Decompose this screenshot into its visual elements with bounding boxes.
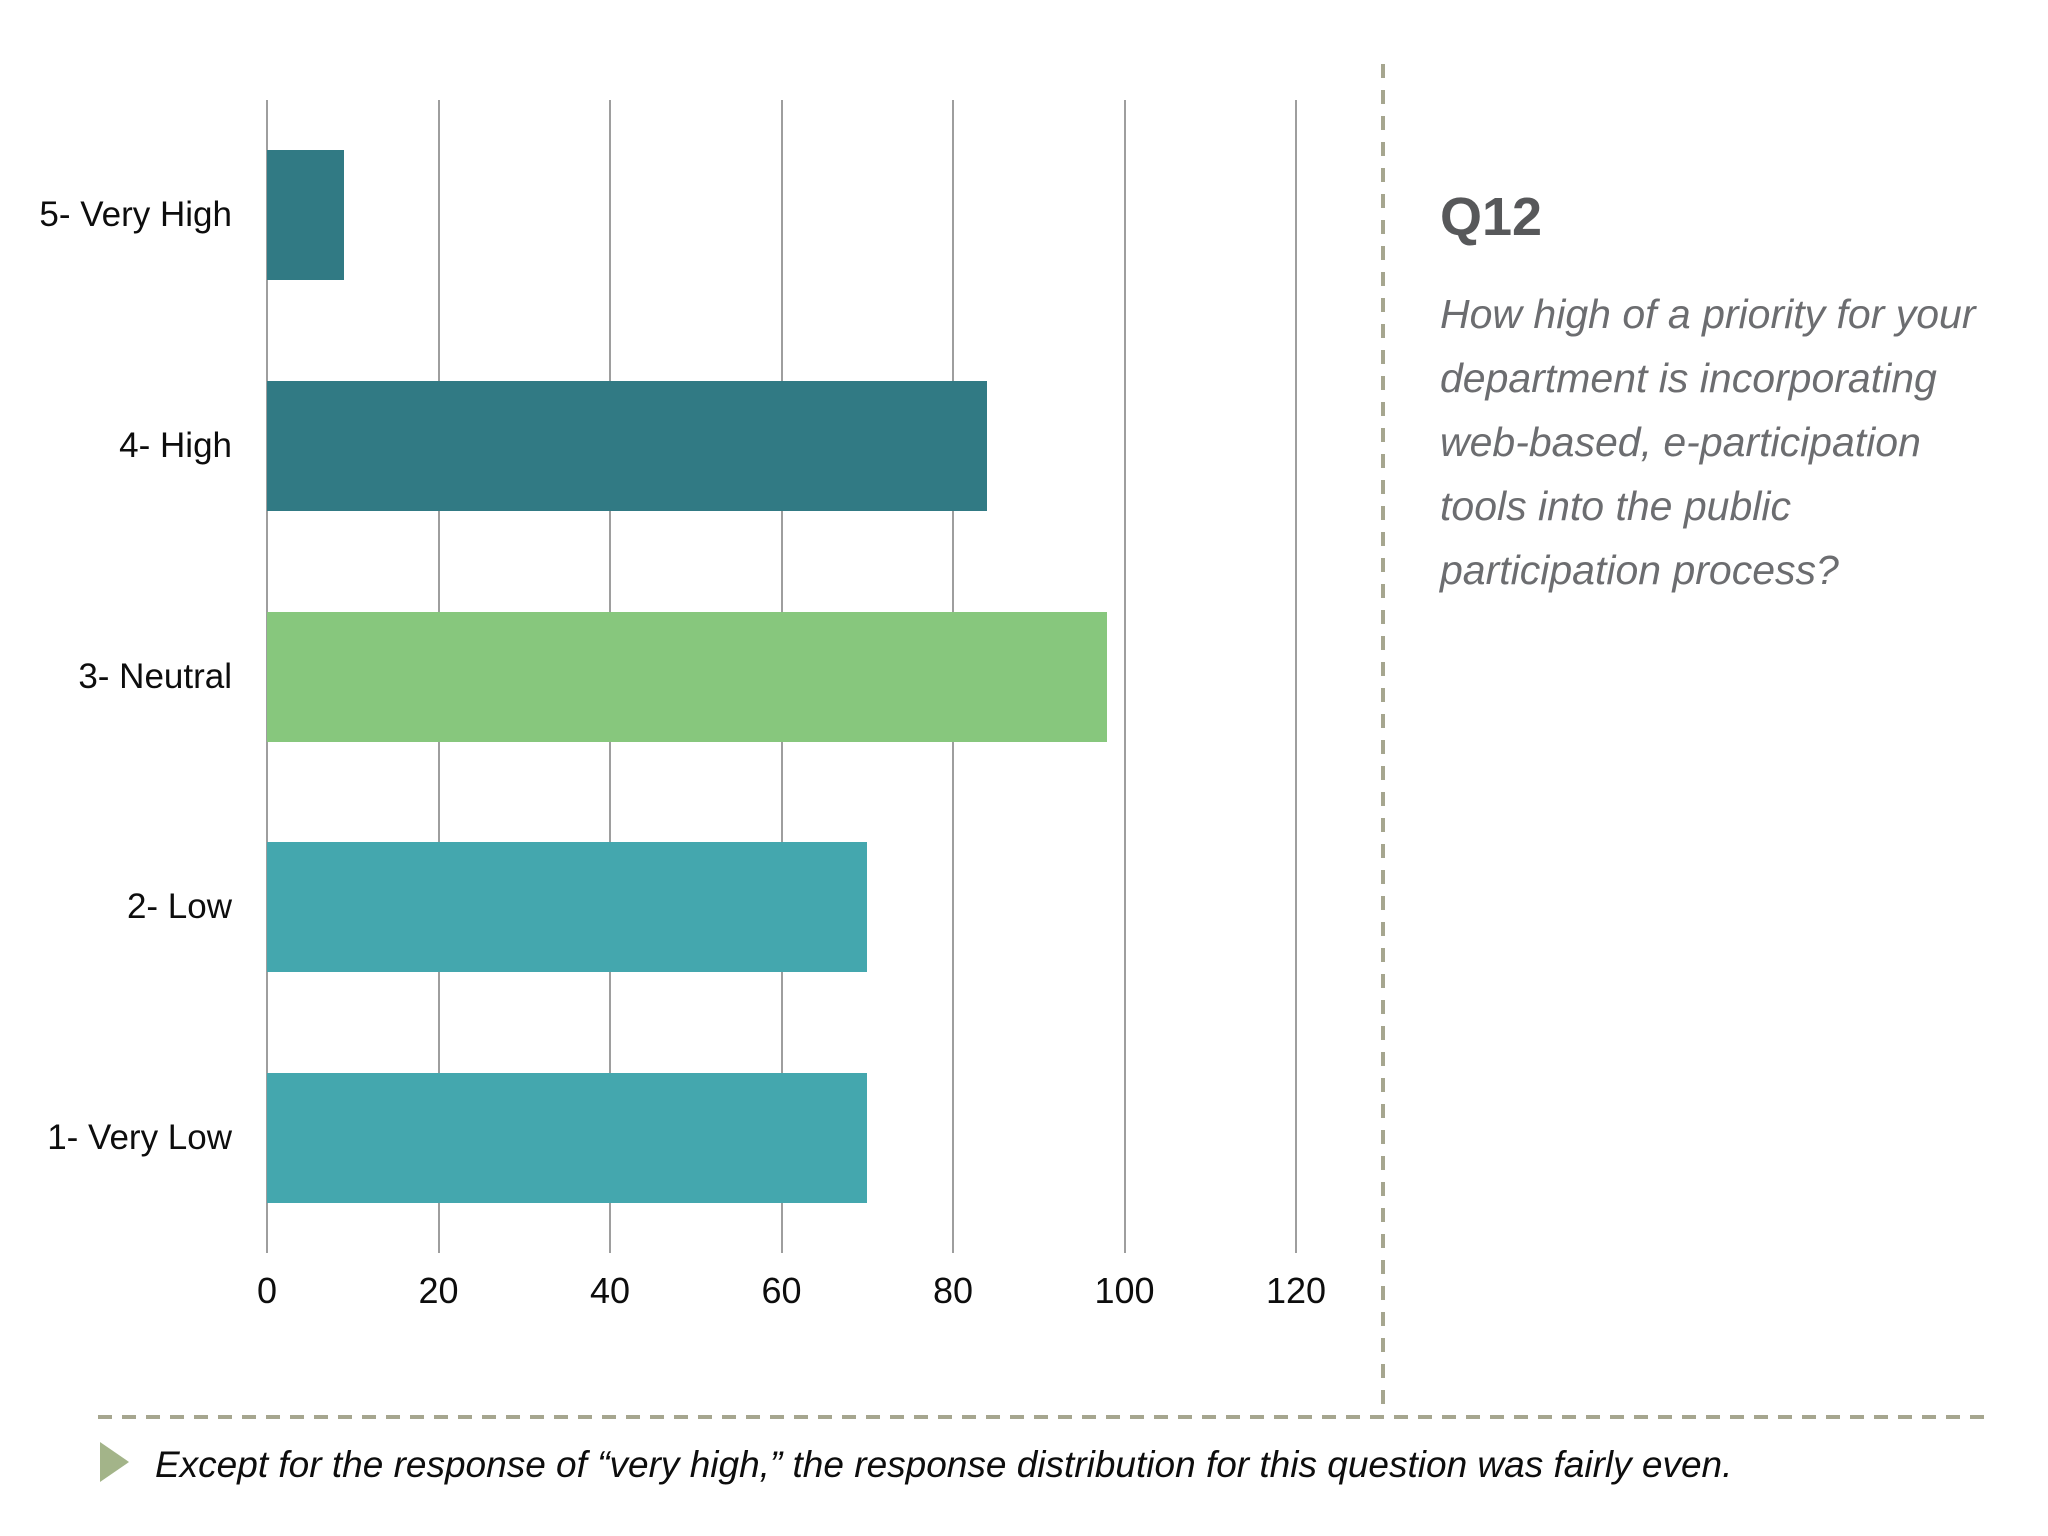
x-tick-label: 40 (589, 1270, 631, 1311)
chart-bar (267, 611, 1108, 742)
gridline (1123, 100, 1126, 1253)
x-tick-label: 20 (418, 1270, 459, 1311)
category-label: 3- Neutral (78, 656, 232, 696)
horizontal-dashed-separator (98, 1415, 1988, 1419)
category-axis: 5- Very High 4- High 3- Neutral 2- Low 1- Ve… (39, 100, 250, 1253)
category-label: 4- High (119, 425, 232, 465)
footnote-text: Except for the response of “very high,” … (155, 1444, 1733, 1485)
chart-bar (267, 1072, 868, 1203)
x-tick-label: 120 (1265, 1270, 1327, 1311)
x-axis: 0 20 40 60 80 100 120 (257, 1270, 1326, 1320)
category-label: 2- Low (126, 887, 232, 927)
chart-bar (267, 380, 988, 511)
chart-bar (267, 150, 345, 281)
x-tick-label: 100 (1094, 1270, 1155, 1311)
plot-area (266, 100, 1297, 1253)
category-label: 5- Very High (39, 195, 232, 235)
x-tick-label: 60 (761, 1270, 802, 1311)
chart-bar (267, 842, 868, 973)
triangle-bullet-icon (100, 1442, 129, 1482)
question-number: Q12 (1440, 187, 1543, 247)
gridline (1295, 100, 1297, 1253)
x-tick-label: 80 (932, 1270, 974, 1311)
category-label: 1- Very Low (47, 1117, 232, 1157)
x-tick-label: 0 (256, 1270, 278, 1311)
question-text: How high of a priority for your departme… (1440, 291, 1976, 593)
vertical-dashed-separator (1381, 64, 1385, 1416)
